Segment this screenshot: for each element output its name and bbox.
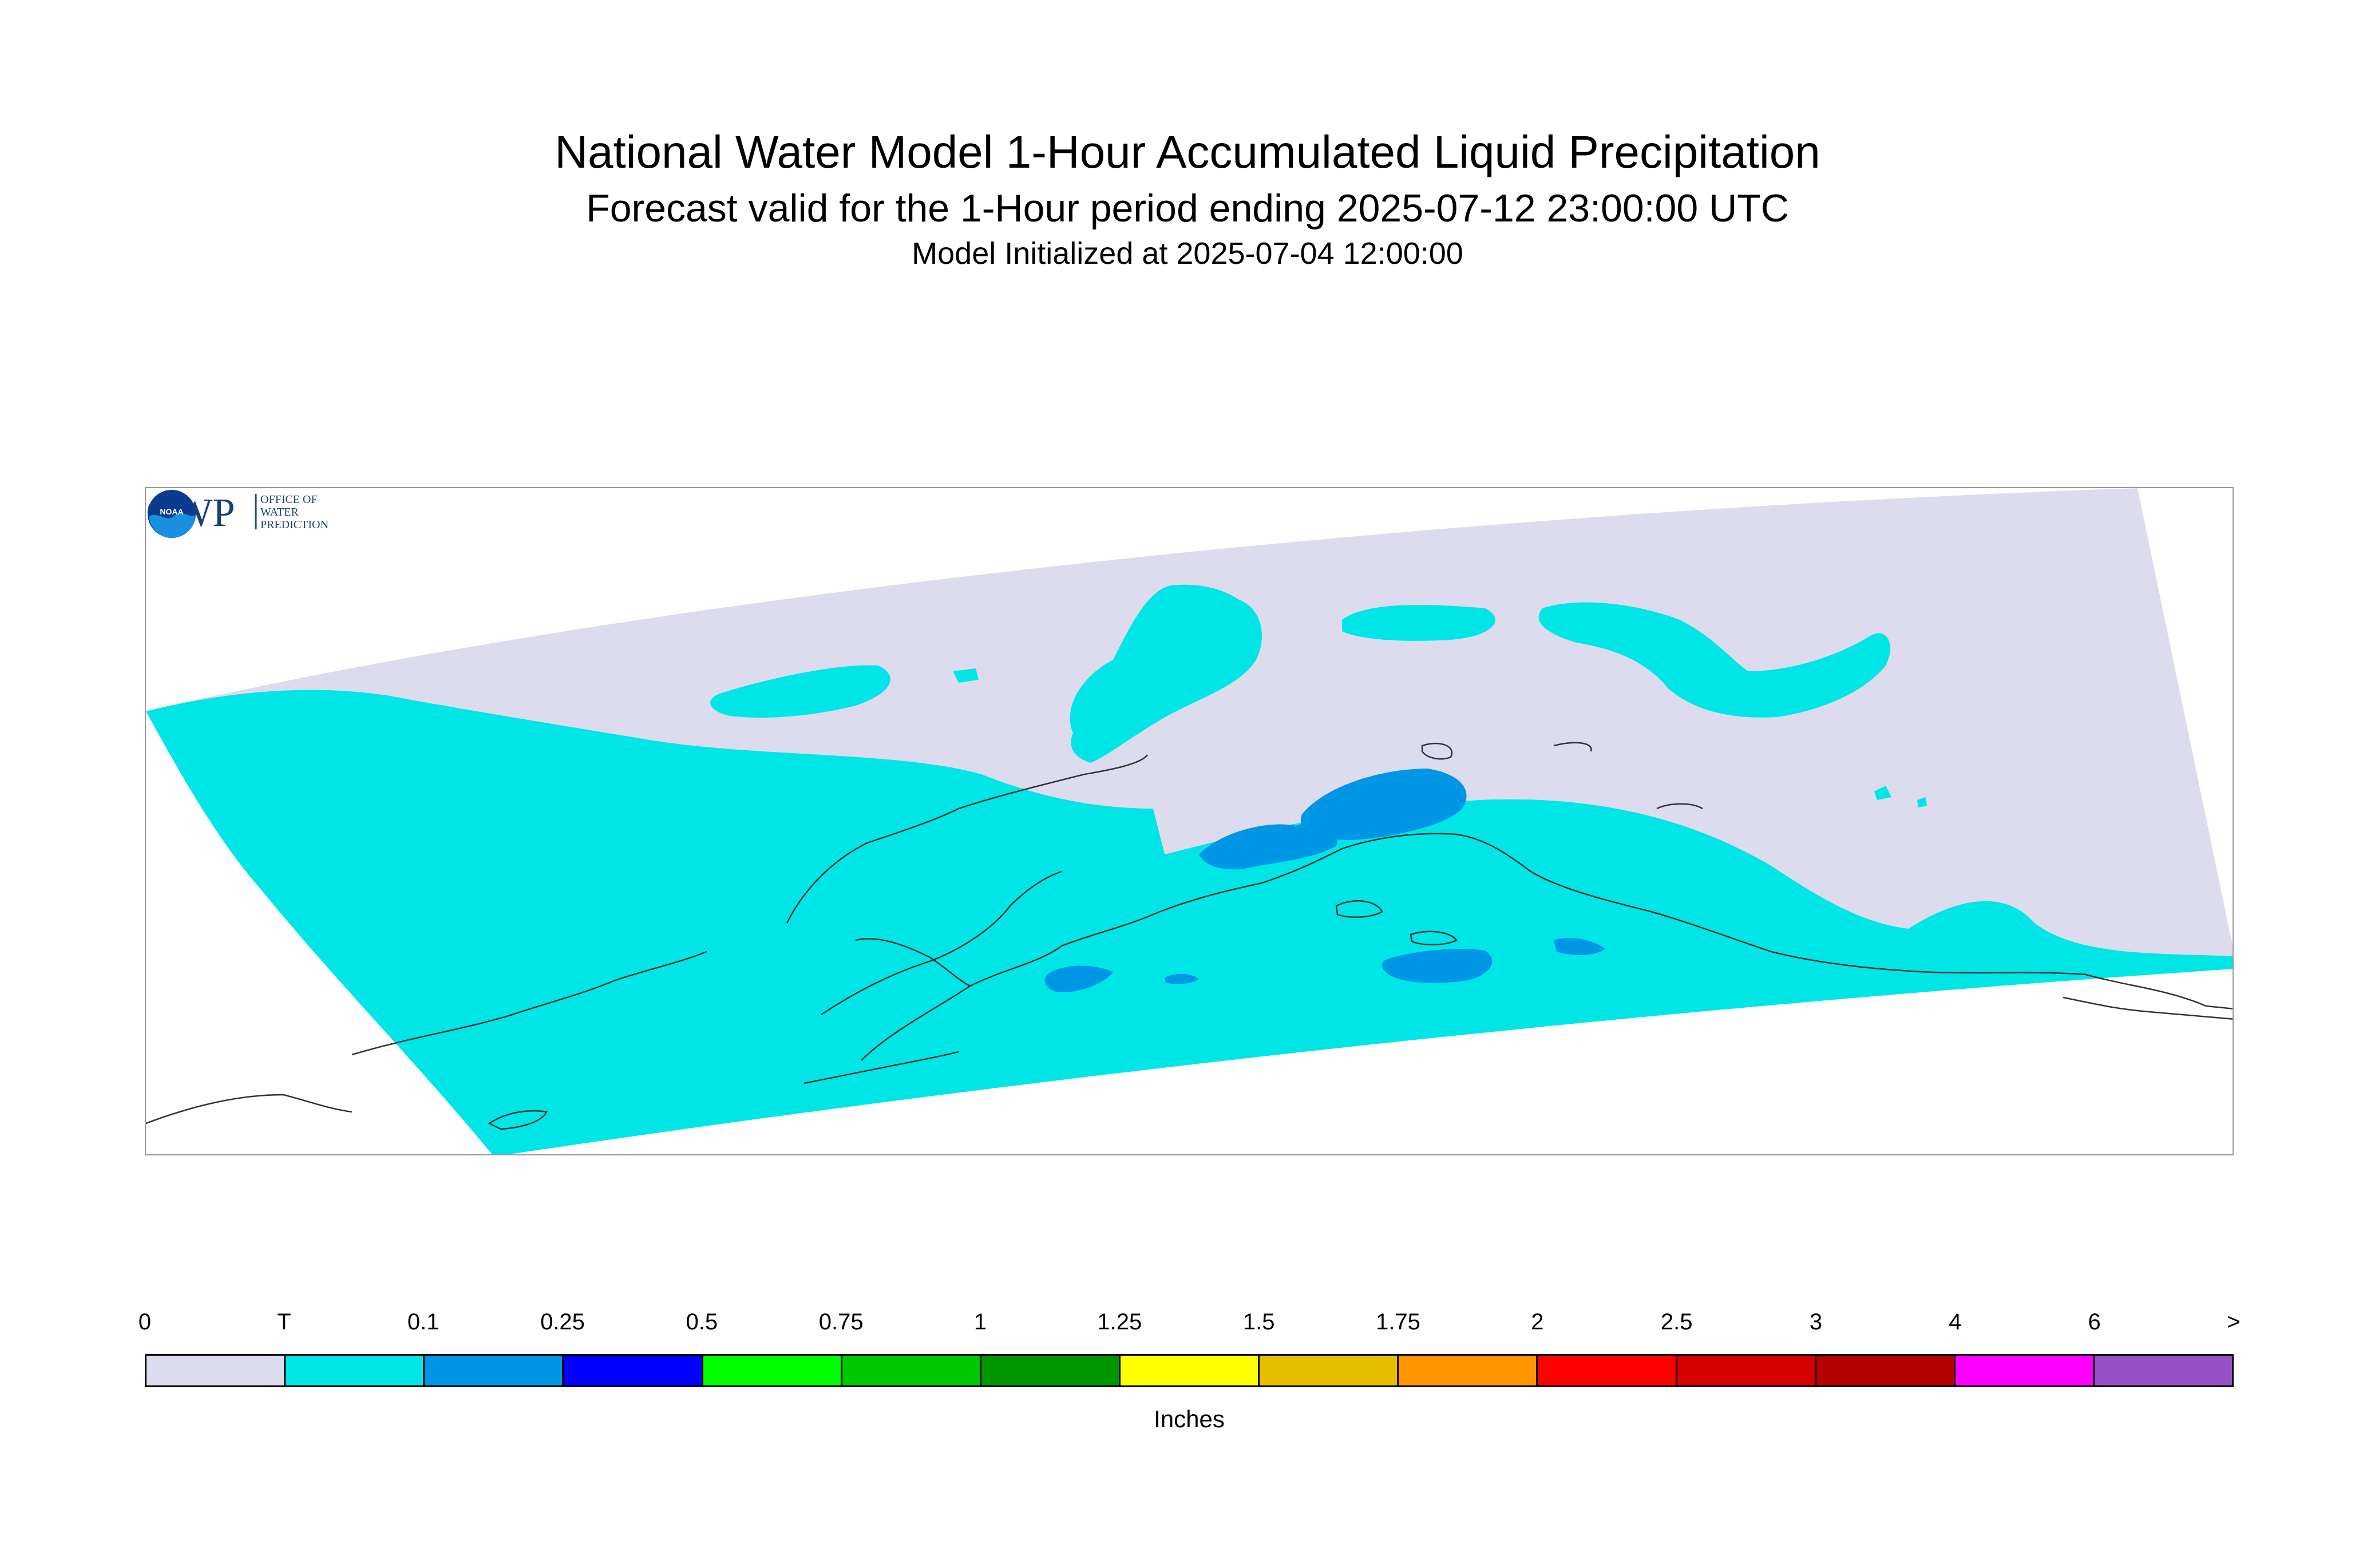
trace-area-southwest	[146, 690, 2232, 1154]
precipitation-map: OWP OFFICE OF WATER PREDICTION NOAA	[145, 487, 2234, 1155]
trace-area-islet-3	[1917, 797, 1927, 807]
map-title: National Water Model 1-Hour Accumulated …	[555, 126, 1820, 177]
svg-text:WATER: WATER	[260, 506, 299, 518]
legend-tick-label: 1.75	[1376, 1309, 1420, 1335]
coastline-peninsula	[821, 870, 1062, 1016]
legend-tick-label: 6	[2088, 1309, 2101, 1335]
coastline-mainland	[861, 833, 2232, 1061]
svg-text:PREDICTION: PREDICTION	[260, 518, 328, 531]
trace-precip-areas	[146, 584, 2232, 1154]
svg-text:NOAA: NOAA	[160, 507, 183, 516]
legend-tick-label: 0	[138, 1309, 152, 1335]
legend-tick-label: >	[2227, 1309, 2241, 1335]
noaa-logo: NOAA	[148, 490, 196, 538]
coastline-island-1	[1410, 930, 1458, 945]
tenth-inch-area-3	[1382, 949, 1493, 983]
trace-area-islet-2	[1874, 786, 1891, 800]
trace-area-north-2	[1070, 584, 1262, 763]
legend-swatch	[564, 1356, 703, 1385]
legend-swatch	[1677, 1356, 1816, 1385]
trace-area-islet-1	[953, 668, 979, 683]
legend-tick-label: 0.25	[540, 1309, 585, 1335]
legend-tick-label: 1	[973, 1309, 987, 1335]
tenth-inch-area-6	[1165, 973, 1199, 984]
legend-swatch	[1120, 1356, 1260, 1385]
legend-swatch	[425, 1356, 564, 1385]
legend-tick-label: 0.1	[407, 1309, 440, 1335]
legend-tick-label: 2.5	[1660, 1309, 1693, 1335]
legend-swatch	[1399, 1356, 1538, 1385]
precip-legend: 0 T 0.1 0.25 0.5 0.75 1 1.25 1.5 1.75 2 2.5 3 4 6 > Inc…	[138, 1309, 2241, 1447]
legend-swatch	[1260, 1356, 1399, 1385]
coastline-island-3	[1421, 742, 1453, 760]
coastline-island-2	[1335, 900, 1383, 918]
coastline-southwest-island	[488, 1110, 548, 1130]
tenth-inch-area-1	[1199, 823, 1337, 870]
legend-swatch	[703, 1356, 842, 1385]
trace-area-northeast	[1538, 602, 1891, 718]
legend-swatch	[981, 1356, 1121, 1385]
legend-tick-label: T	[277, 1309, 291, 1335]
trace-area-north-1	[710, 665, 890, 718]
legend-swatch	[147, 1356, 286, 1385]
legend-swatch	[842, 1356, 981, 1385]
legend-color-bar	[145, 1354, 2234, 1387]
forecast-subtitle: Forecast valid for the 1-Hour period end…	[586, 187, 1789, 230]
coastline-aleutian-chain	[803, 1051, 959, 1084]
coastline-island-5	[1656, 803, 1703, 810]
legend-tick-label: 4	[1949, 1309, 1962, 1335]
legend-tick-label: 1.5	[1242, 1309, 1275, 1335]
tenth-inch-precip-areas	[1044, 769, 1605, 992]
legend-swatch	[1816, 1356, 1956, 1385]
legend-swatch	[1538, 1356, 1677, 1385]
legend-tick-label: 2	[1531, 1309, 1544, 1335]
legend-tick-label: 0.5	[686, 1309, 718, 1335]
legend-units-label: Inches	[1154, 1405, 1225, 1432]
coastline-island-4	[1553, 742, 1592, 752]
coastline-east	[2063, 996, 2232, 1020]
coastline	[146, 742, 2232, 1130]
svg-text:OFFICE OF: OFFICE OF	[260, 493, 317, 506]
legend-tick-label: 3	[1809, 1309, 1823, 1335]
init-subtitle: Model Initialized at 2025-07-04 12:00:00	[912, 236, 1463, 271]
tenth-inch-area-5	[1044, 965, 1113, 992]
tenth-inch-area-2	[1301, 769, 1467, 840]
legend-tick-label: 0.75	[818, 1309, 864, 1335]
coastline-southwest-lower	[146, 1094, 353, 1124]
coastline-west-bay	[786, 754, 1149, 924]
coastline-inlet	[855, 938, 971, 987]
legend-swatch	[2094, 1356, 2232, 1385]
trace-area-north-3	[1342, 605, 1495, 641]
tenth-inch-area-4	[1554, 937, 1605, 956]
legend-swatch	[1955, 1356, 2095, 1385]
coastline-southwest	[351, 951, 707, 1056]
legend-tick-label: 1.25	[1097, 1309, 1142, 1335]
legend-swatch	[286, 1356, 425, 1385]
